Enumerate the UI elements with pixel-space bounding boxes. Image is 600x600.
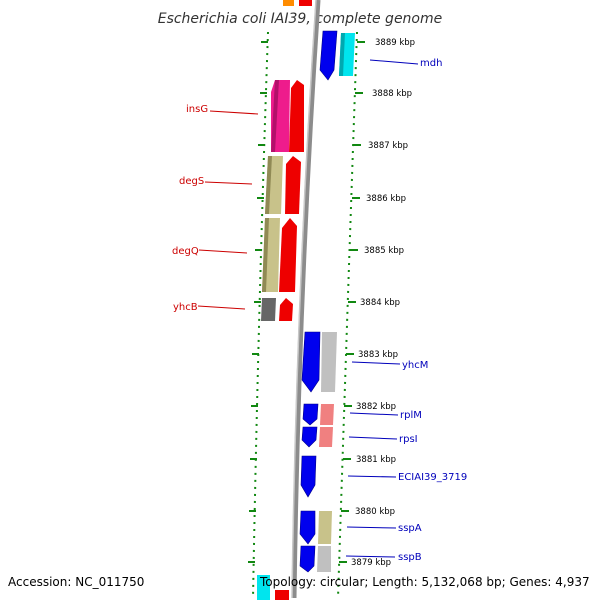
ecia-pointer <box>347 475 397 478</box>
gene-insG: insG <box>186 80 304 152</box>
rpsI-cds-arrow <box>301 426 318 448</box>
yhcM-pointer <box>351 361 401 365</box>
sspB-gene-arrow <box>317 546 331 572</box>
gene-yhcM: yhcM <box>301 331 428 393</box>
gene-degQ: degQ <box>172 218 297 292</box>
red-gene-arrow <box>299 0 312 6</box>
gene-sspA: sspA <box>299 510 422 545</box>
gene-label-yhcM: yhcM <box>402 360 428 371</box>
gene-label-insG: insG <box>186 104 208 115</box>
ecia-cds-arrow <box>300 455 317 498</box>
tick-label: 3888 kbp <box>372 89 412 99</box>
tick-label: 3889 kbp <box>375 38 415 48</box>
sspB-cds-arrow <box>299 545 316 573</box>
genome-backbone-highlight <box>291 0 317 599</box>
red-gene-arrow <box>275 590 289 600</box>
degS-pointer <box>204 181 253 185</box>
gene-label-sspB: sspB <box>398 552 422 563</box>
yhcB-gene-arrow <box>261 298 276 321</box>
tick-label: 3880 kbp <box>355 507 395 517</box>
sspA-pointer <box>346 526 397 529</box>
rplM-cds-arrow <box>302 403 319 426</box>
genome-backbone <box>291 0 321 599</box>
insG-cds-arrow <box>289 80 304 152</box>
inner-ticks <box>248 41 268 563</box>
rplM-pointer <box>349 412 399 416</box>
gene-label-rplM: rplM <box>400 410 422 421</box>
rpsI-gene-arrow <box>319 427 333 447</box>
sspB-pointer <box>345 555 396 558</box>
accession-text: Accession: NC_011750 <box>8 575 144 589</box>
bottom-cutoff-features <box>257 575 289 600</box>
gene-ECIAI39_3719: ECIAI39_3719 <box>300 455 467 498</box>
gene-label-degS: degS <box>179 176 204 187</box>
tick-label: 3882 kbp <box>356 402 396 412</box>
mdh-gene-shade <box>339 33 345 76</box>
yhcB-pointer <box>197 305 246 310</box>
gene-mdh: mdh <box>319 30 442 81</box>
mdh-pointer <box>369 59 419 65</box>
top-cutoff-features <box>283 0 312 6</box>
gene-rplM: rplM <box>302 403 422 426</box>
tick-labels: 3889 kbp 3888 kbp 3887 kbp 3886 kbp 3885… <box>351 38 415 568</box>
degQ-gene-shade <box>262 218 269 292</box>
gene-label-degQ: degQ <box>172 246 199 257</box>
gene-label-mdh: mdh <box>420 58 442 69</box>
gene-degS: degS <box>179 156 301 214</box>
topology-text: Topology: circular; Length: 5,132,068 bp… <box>259 575 590 589</box>
gene-label-sspA: sspA <box>398 523 422 534</box>
gene-yhcB: yhcB <box>173 298 293 321</box>
cyan-gene-arrow <box>257 575 270 600</box>
tick-label: 3881 kbp <box>356 455 396 465</box>
tick-label: 3883 kbp <box>358 350 398 360</box>
insG-gene-shade <box>271 80 279 152</box>
degQ-pointer <box>198 249 248 254</box>
yhcM-gene-arrow <box>321 332 337 392</box>
gene-rpsI: rpsI <box>301 426 418 448</box>
sspA-gene-arrow <box>318 511 332 544</box>
gene-sspB: sspB <box>299 545 422 573</box>
tick-label: 3885 kbp <box>364 246 404 256</box>
tick-label: 3884 kbp <box>360 298 400 308</box>
tick-label: 3887 kbp <box>368 141 408 151</box>
degS-cds-arrow <box>285 156 301 214</box>
orange-gene-arrow <box>283 0 294 6</box>
degS-gene-shade <box>265 156 272 214</box>
mdh-cds-arrow <box>319 30 338 81</box>
rpsI-pointer <box>348 436 398 440</box>
outer-ticks <box>339 41 365 563</box>
insG-pointer <box>209 110 259 115</box>
gene-label-ECIAI39_3719: ECIAI39_3719 <box>398 472 467 483</box>
sspA-cds-arrow <box>299 510 316 545</box>
yhcM-cds-arrow <box>301 331 321 393</box>
degQ-cds-arrow <box>279 218 297 292</box>
gene-label-yhcB: yhcB <box>173 302 198 313</box>
yhcB-cds-arrow <box>279 298 293 321</box>
map-title: Escherichia coli IAI39, complete genome <box>158 11 443 27</box>
tick-label: 3879 kbp <box>351 558 391 568</box>
gene-label-rpsI: rpsI <box>399 434 418 445</box>
rplM-gene-arrow <box>320 404 334 425</box>
tick-label: 3886 kbp <box>366 194 406 204</box>
